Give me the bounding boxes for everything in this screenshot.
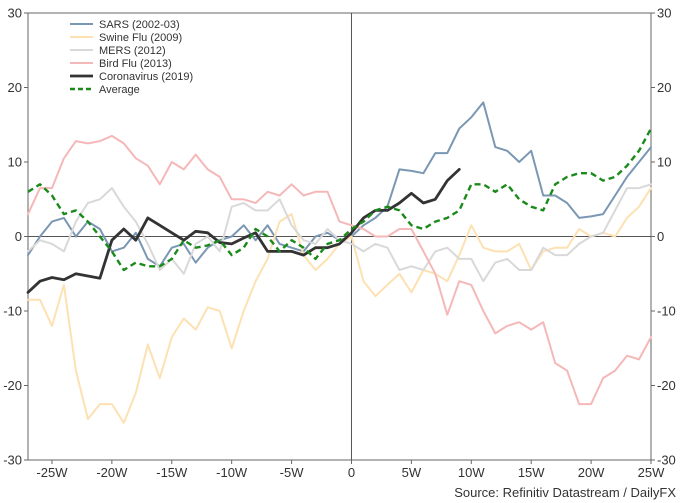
y-axis-left: -30 -20 -10 0 10 20 30 <box>3 6 28 468</box>
x-tick-label: 20W <box>578 465 605 480</box>
series-line-1 <box>27 187 652 424</box>
x-tick-label: 10W <box>458 465 485 480</box>
x-tick-label: -25W <box>36 465 68 480</box>
legend: SARS (2002-03)Swine Flu (2009)MERS (2012… <box>70 19 193 96</box>
series-line-4 <box>26 167 461 294</box>
series-line-5 <box>27 127 653 272</box>
x-tick-label: -15W <box>156 465 188 480</box>
y-tick-label-left: 10 <box>8 155 22 170</box>
y-tick-label-right: -10 <box>657 304 676 319</box>
plot-area <box>26 12 653 461</box>
legend-label-3: Bird Flu (2013) <box>99 58 172 70</box>
legend-label-4: Coronavirus (2019) <box>99 71 193 83</box>
y-tick-label-left: -10 <box>3 304 22 319</box>
series-line-0 <box>27 101 652 268</box>
x-tick-label: 5W <box>402 465 422 480</box>
x-tick-label: 15W <box>518 465 545 480</box>
y-axis-right: -30 -20 -10 0 10 20 30 <box>651 6 676 468</box>
legend-label-0: SARS (2002-03) <box>99 19 180 31</box>
x-tick-label: 25W <box>638 465 665 480</box>
y-tick-label-right: 20 <box>657 80 671 95</box>
y-tick-label-right: 0 <box>657 229 664 244</box>
x-tick-label: -5W <box>280 465 305 480</box>
y-tick-label-right: -20 <box>657 378 676 393</box>
y-tick-label-right: 30 <box>657 6 671 21</box>
x-tick-label: 0 <box>348 465 355 480</box>
legend-label-1: Swine Flu (2009) <box>99 32 182 44</box>
x-tick-label: -10W <box>216 465 248 480</box>
y-tick-label-left: 0 <box>15 229 22 244</box>
y-tick-label-left: 20 <box>8 80 22 95</box>
legend-label-2: MERS (2012) <box>99 45 166 57</box>
x-axis: -25W -20W -15W -10W -5W 0 5W 10W 15W 20W 25W <box>36 460 665 480</box>
series-group <box>26 101 653 424</box>
y-tick-label-right: 10 <box>657 155 671 170</box>
series-line-3 <box>27 134 652 406</box>
legend-label-5: Average <box>99 84 140 96</box>
y-tick-label-left: -30 <box>3 453 22 468</box>
source-label: Source: Refinitiv Datastream / DailyFX <box>454 485 676 500</box>
y-tick-label-right: -30 <box>657 453 676 468</box>
y-tick-label-left: -20 <box>3 378 22 393</box>
x-tick-label: -20W <box>96 465 128 480</box>
y-tick-label-left: 30 <box>8 6 22 21</box>
